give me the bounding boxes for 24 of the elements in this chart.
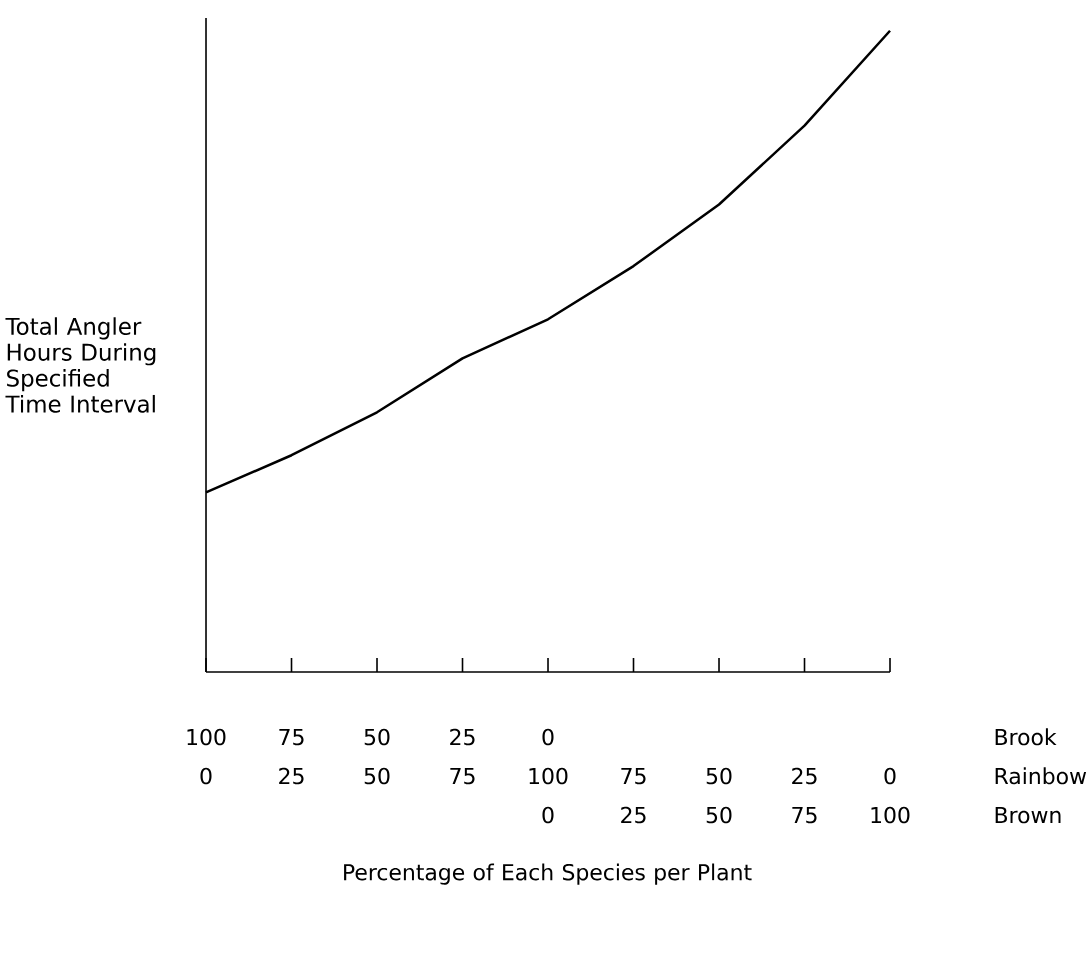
text: 50	[706, 806, 732, 824]
x-tick-label: 0	[200, 767, 212, 785]
x-tick-label: 25	[279, 767, 304, 785]
text: 75	[792, 807, 817, 824]
text: 100	[871, 806, 910, 824]
text: 25	[621, 806, 646, 824]
x-tick-label: 0	[884, 767, 896, 785]
x-axis-title: Percentage of Each Species per Plant	[344, 863, 752, 885]
text: 0	[542, 728, 554, 746]
text: Rainbow	[995, 767, 1087, 785]
x-tick-label: 75	[450, 768, 475, 785]
text: Brook	[995, 728, 1057, 746]
x-tick-label: 100	[529, 767, 568, 785]
x-tick-label: 25	[792, 767, 817, 785]
text: Brown	[995, 807, 1061, 824]
x-tick-label: 50	[706, 767, 732, 785]
x-tick-label: 50	[364, 767, 390, 785]
text: 0	[542, 806, 554, 824]
text: 100	[187, 728, 226, 746]
x-tick-label: 75	[621, 768, 646, 785]
text: 75	[279, 729, 304, 746]
text: 50	[364, 728, 390, 746]
text: 25	[450, 728, 475, 746]
y-axis-title: Total Angler Hours During Specified Time Interval	[5, 317, 156, 413]
